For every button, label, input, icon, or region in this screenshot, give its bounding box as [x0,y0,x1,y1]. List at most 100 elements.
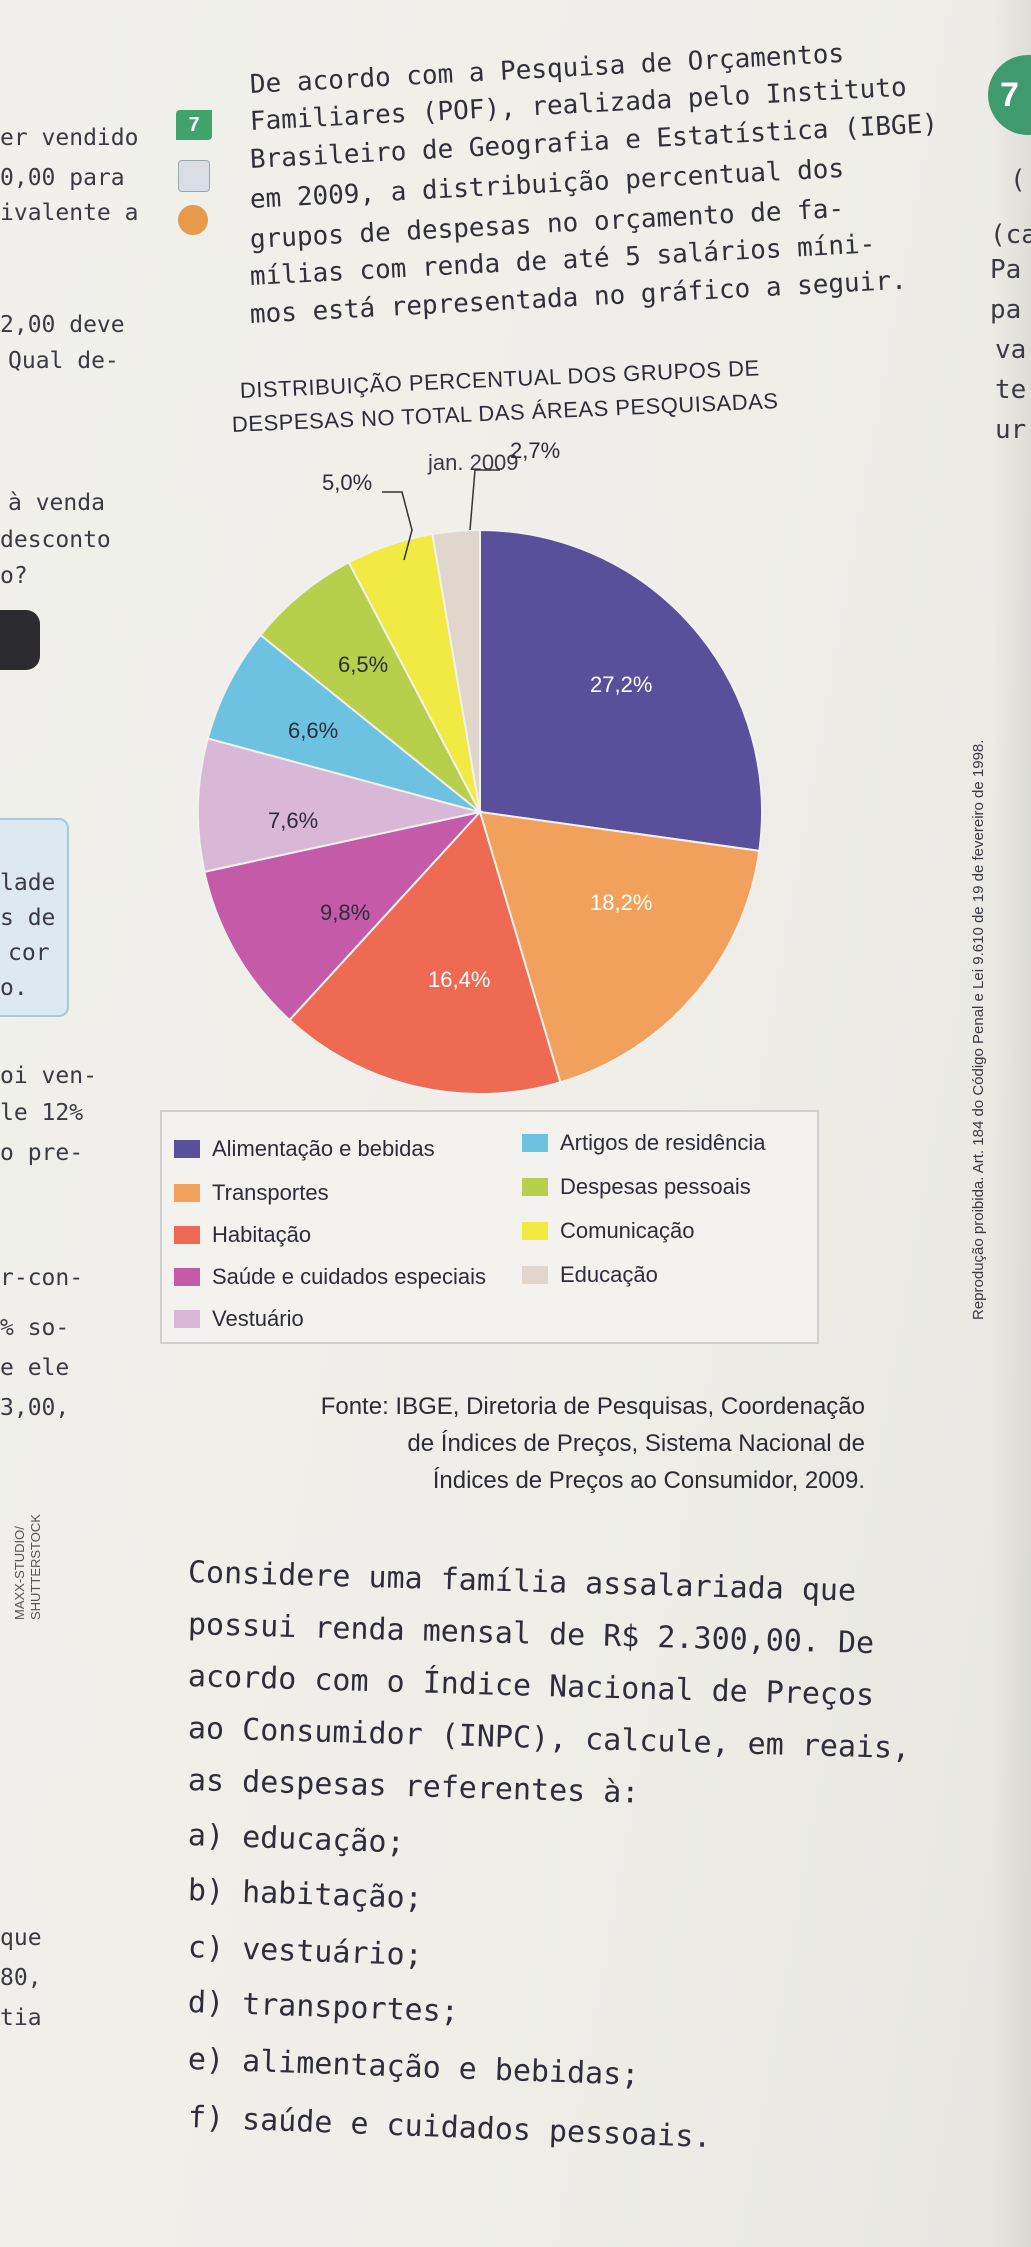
left-fragment: 80, [0,1965,42,1991]
legend-swatch [174,1310,200,1328]
legend-item-saude: Saúde e cuidados especiais [174,1264,486,1290]
pie-slice [478,810,761,1084]
item-text: vestuário; [241,1931,424,1974]
left-fragment: Qual de- [8,348,119,374]
pie-slice [431,528,481,813]
legend-swatch [522,1134,548,1152]
item-text: alimentação e bebidas; [241,2043,640,2093]
question-number-badge: 7 [176,110,212,140]
pie-slice [206,633,481,813]
left-fragment: o? [0,563,28,589]
left-fragment: tia [0,2005,42,2031]
question-line: possui renda mensal de R$ 2.300,00. De [187,1607,875,1662]
legend-swatch [174,1140,200,1158]
legend-label: Artigos de residência [560,1130,766,1155]
item-b: b) habitação; [187,1873,423,1916]
item-text: educação; [241,1819,406,1861]
legend-item-comunicacao: Comunicação [522,1218,695,1244]
legend-swatch [174,1226,200,1244]
legend-item-artigos: Artigos de residência [522,1130,765,1156]
legend-item-transportes: Transportes [174,1180,329,1206]
item-letter: e) [187,2042,225,2079]
legend-label: Educação [560,1262,658,1287]
right-fragment: ur [995,415,1027,445]
left-fragment: 2,00 deve [0,312,125,338]
left-fragment: s de [0,905,56,931]
question-line: Considere uma família assalariada que [187,1555,857,1609]
item-letter: f) [187,2100,225,2137]
right-fragment: (ca [990,220,1031,250]
legend-swatch [522,1266,548,1284]
legend-swatch [522,1178,548,1196]
pie-slice-label: 6,6% [288,718,338,743]
pie-slice-label: 5,0% [322,470,372,495]
left-fragment: le 12% [0,1100,84,1126]
item-letter: d) [187,1985,225,2022]
legend-swatch [174,1268,200,1286]
pie-slice [203,810,483,1022]
legend-swatch [522,1222,548,1240]
item-letter: b) [187,1873,225,1910]
left-fragment: cor [8,940,50,966]
pie-slice-label: 9,8% [320,900,370,925]
source-line: Índices de Preços ao Consumidor, 2009. [432,1467,865,1494]
item-d: d) transportes; [187,1985,459,2029]
item-c: c) vestuário; [187,1930,423,1973]
left-fragment: lade [0,870,56,896]
left-fragment: à venda [8,490,105,516]
left-fragment: desconto [0,527,111,553]
source-line: de Índices de Preços, Sistema Nacional d… [407,1430,865,1457]
pie-slice [479,528,763,852]
pie-slice-label: 18,2% [590,890,652,915]
left-fragment: r-con- [0,1265,84,1291]
legend-swatch [174,1184,200,1202]
calculator-icon [178,160,210,192]
legend-label: Habitação [212,1222,312,1247]
pie-slice [259,561,481,813]
page-edge-shadow [991,0,1031,2247]
left-fragment: que [0,1925,42,1951]
device-image [0,610,40,670]
pie-slice-label: 16,4% [428,967,490,992]
legend-item-pessoais: Despesas pessoais [522,1174,751,1200]
right-fragment: va [995,335,1027,365]
left-fragment: o pre- [0,1140,84,1166]
legend-item-alimentacao: Alimentação e bebidas [174,1136,435,1162]
legend-item-vestuario: Vestuário [174,1306,304,1332]
question-line: ao Consumidor (INPC), calcule, em reais, [187,1711,911,1767]
pie-slice [347,532,481,813]
group-work-icon [178,205,208,235]
left-fragment: 3,00, [0,1395,70,1421]
chart-date: jan. 2009 [428,450,519,475]
pie-slice-label: 7,6% [268,808,318,833]
leader-line [382,491,413,561]
legend-item-educacao: Educação [522,1262,658,1288]
pie-slice [197,737,481,873]
legend-label: Alimentação e bebidas [212,1136,435,1161]
left-fragment: er vendido [0,125,139,151]
pie-slice-label: 27,2% [590,672,652,697]
copyright-notice: Reprodução proibida. Art. 184 do Código … [970,739,987,1320]
tip-box [0,818,69,1017]
chart-legend: Alimentação e bebidas Transportes Habita… [160,1110,819,1344]
legend-label: Comunicação [560,1218,695,1243]
left-fragment: 0,00 para [0,165,125,191]
item-f: f) saúde e cuidados pessoais. [187,2100,712,2155]
right-fragment: Pa [990,255,1022,285]
legend-label: Saúde e cuidados especiais [212,1264,486,1289]
legend-item-habitacao: Habitação [174,1222,311,1248]
right-fragment: te [995,375,1027,405]
pie-slice [288,810,562,1095]
left-fragment: % so- [0,1315,70,1341]
leader-line [469,469,500,531]
question-line: as despesas referentes à: [187,1763,640,1811]
item-letter: a) [187,1818,225,1855]
legend-label: Vestuário [212,1306,304,1331]
item-a: a) educação; [187,1818,405,1861]
pie-slice-label: 6,5% [338,652,388,677]
legend-label: Despesas pessoais [560,1174,751,1199]
left-fragment: o. [0,975,28,1001]
right-fragment: pa [990,295,1022,325]
item-text: transportes; [241,1986,460,2030]
